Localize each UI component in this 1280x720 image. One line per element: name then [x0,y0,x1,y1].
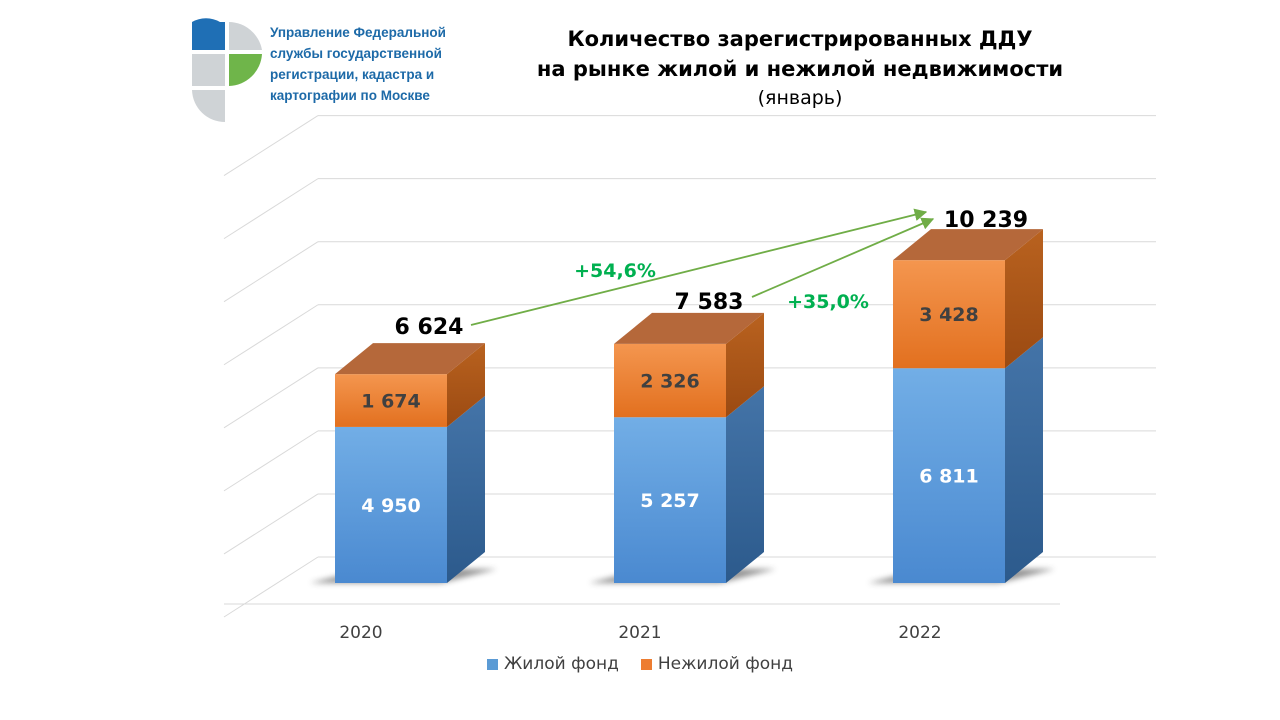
total-label: 7 583 [675,290,744,315]
legend-label: Жилой фонд [503,654,619,674]
bar-nonresidential-side [726,312,764,418]
bar-top [893,229,1043,261]
chart-title: Количество зарегистрированных ДДУ на рын… [536,27,1064,81]
organization-name: Управление Федеральной службы государств… [270,22,470,106]
gridline-side [223,304,319,366]
bar-nonresidential-side [447,343,485,427]
legend-item-residential: Жилой фонд [486,654,619,674]
gridline-side [223,241,319,303]
bar-nonresidential-front [893,260,1005,369]
legend-swatch-nonresidential [640,658,652,670]
organization-name-line: картографии по Москве [270,88,430,103]
chart-legend: Жилой фонд Нежилой фонд [0,654,1280,674]
bar-nonresidential-side [1005,229,1043,369]
bar-residential-side [1005,337,1043,583]
total-label: 6 624 [395,315,464,340]
data-label-residential: 6 811 [919,466,979,488]
organization-name-line: регистрации, кадастра и [270,67,435,82]
bar-residential-front [614,417,726,583]
growth-annotation: +35,0% [787,291,869,313]
x-tick-label: 2021 [618,623,661,643]
rosreestr-logo [192,18,262,122]
chart-subtitle: (январь) [757,87,843,109]
gridline-side [223,430,319,492]
chart-labels: 4 950 1 674 2020 5 257 2 326 2021 6 811 3 428 20… [339,208,1028,643]
bar-residential-side [447,395,485,583]
total-label: 10 239 [944,208,1028,233]
x-tick-label: 2022 [898,623,941,643]
bar-residential-side [726,386,764,583]
gridline-side [223,556,319,618]
growth-arrow-2021 [751,217,935,298]
bar-top [335,343,485,375]
legend-label: Нежилой фонд [657,654,794,674]
growth-arrow-2020 [470,208,928,326]
gridline-side [223,367,319,429]
bar-series [335,229,1043,583]
bar-nonresidential-front [614,343,726,418]
bar-top [614,312,764,344]
data-label-nonresidential: 3 428 [919,304,979,326]
x-tick-label: 2020 [339,623,382,643]
bar-residential-front [335,426,447,583]
chart-title-block: Количество зарегистрированных ДДУ на рын… [500,24,1100,112]
data-label-nonresidential: 1 674 [361,391,421,413]
organization-name-line: службы государственной [270,46,442,61]
gridline-side [223,493,319,555]
organization-name-line: Управление Федеральной [270,25,446,40]
data-label-residential: 5 257 [640,490,700,512]
gridline-side [223,178,319,240]
bar-residential-front [893,368,1005,583]
growth-arrows [470,208,935,326]
data-label-residential: 4 950 [361,495,421,517]
legend-item-nonresidential: Нежилой фонд [640,654,794,674]
data-label-nonresidential: 2 326 [640,371,700,393]
bar-nonresidential-front [335,374,447,427]
gridline-side [223,115,319,177]
legend-swatch-residential [486,658,498,670]
logo-emblem-icon [192,18,262,122]
growth-annotation: +54,6% [574,260,656,282]
